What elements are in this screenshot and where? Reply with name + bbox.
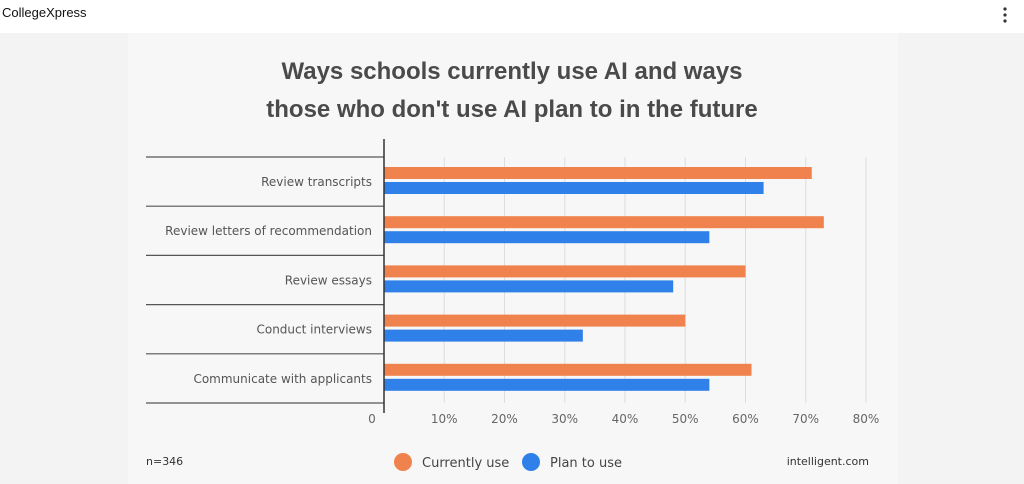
x-axis-ticks: 0 10% 20% 30% 40% 50% 60% 70% 80% [368, 412, 879, 426]
chart-title-line-1: Ways schools currently use AI and ways [281, 58, 742, 85]
x-tick-label: 10% [431, 412, 458, 426]
category-label: Review letters of recommendation [165, 224, 372, 238]
bar-plan-to-use [384, 182, 764, 194]
category-label: Review transcripts [261, 175, 372, 189]
sample-size: n=346 [146, 455, 183, 468]
x-tick-label: 40% [612, 412, 639, 426]
bar-plan-to-use [384, 280, 674, 293]
site-name[interactable]: CollegeXpress [2, 5, 87, 20]
category-label: Communicate with applicants [193, 372, 372, 386]
x-tick-label: 30% [551, 412, 578, 426]
gridlines [443, 157, 867, 403]
x-tick-label: 50% [672, 412, 699, 426]
legend-swatch [522, 453, 540, 471]
bar-currently-use [384, 314, 686, 327]
bar-currently-use [384, 363, 752, 376]
top-bar: CollegeXpress [0, 0, 1024, 33]
legend-label: Currently use [422, 456, 509, 471]
bar-plan-to-use [384, 378, 710, 391]
x-tick-label: 20% [491, 412, 518, 426]
more-vertical-icon[interactable] [994, 3, 1016, 25]
bar-chart: Ways schools currently use AI and ways th… [146, 58, 879, 471]
bar-plan-to-use [384, 329, 583, 342]
x-tick-label: 0 [368, 412, 376, 426]
bars [384, 167, 824, 391]
bar-currently-use [384, 216, 824, 229]
category-labels: Review transcripts Review letters of reco… [165, 175, 372, 386]
bar-plan-to-use [384, 231, 710, 244]
chart-card: Ways schools currently use AI and ways th… [128, 33, 898, 484]
chart-title: Ways schools currently use AI and ways th… [266, 58, 757, 123]
bar-currently-use [384, 265, 746, 278]
x-tick-label: 70% [792, 412, 819, 426]
category-label: Conduct interviews [256, 323, 372, 337]
legend-label: Plan to use [550, 456, 622, 471]
category-label: Review essays [285, 273, 372, 287]
bar-currently-use [384, 167, 812, 179]
x-tick-label: 80% [853, 412, 880, 426]
legend: Currently use Plan to use [394, 453, 622, 471]
x-tick-label: 60% [732, 412, 759, 426]
legend-swatch [394, 453, 412, 471]
source-credit: intelligent.com [787, 455, 869, 468]
chart-title-line-2: those who don't use AI plan to in the fu… [266, 96, 757, 123]
category-separators [146, 156, 384, 404]
